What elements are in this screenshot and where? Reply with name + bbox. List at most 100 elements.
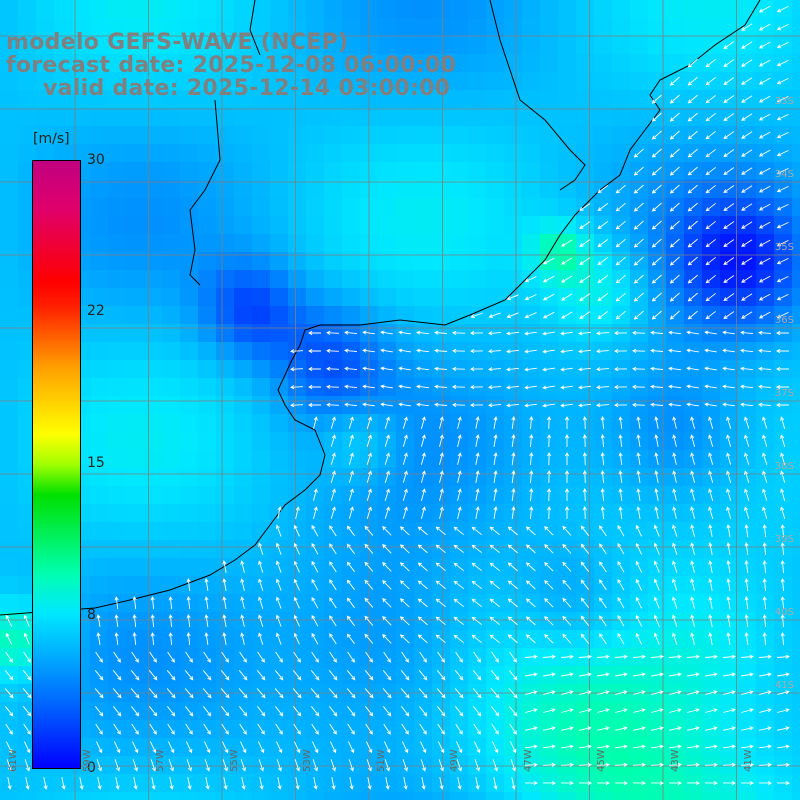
speed-cell (216, 306, 235, 325)
wind-arrow (651, 130, 662, 140)
wind-arrow (274, 706, 284, 717)
wind-arrow (690, 452, 696, 465)
speed-cell (486, 72, 505, 91)
speed-cell (216, 504, 235, 523)
wind-arrow (148, 688, 158, 699)
speed-cell (270, 360, 289, 379)
wind-arrow (452, 348, 466, 353)
speed-cell (180, 270, 199, 289)
speed-cell (684, 18, 703, 37)
speed-cell (792, 666, 800, 685)
wind-arrow (364, 561, 374, 572)
speed-cell (522, 234, 541, 253)
speed-cell (180, 540, 199, 559)
speed-cell (18, 540, 37, 559)
wind-arrow (204, 759, 210, 772)
speed-cell (144, 486, 163, 505)
wind-arrow (633, 202, 644, 212)
wind-arrow (708, 434, 714, 447)
speed-cell (630, 0, 649, 19)
speed-cell (36, 54, 55, 73)
wind-arrow (560, 367, 573, 372)
wind-arrow (133, 777, 138, 790)
wind-arrow (635, 578, 643, 591)
wind-arrow (366, 759, 372, 772)
wind-arrow (184, 670, 194, 681)
speed-cell (522, 126, 541, 145)
wind-arrow (184, 706, 194, 717)
speed-cell (306, 90, 325, 109)
wind-arrow (488, 312, 501, 319)
speed-cell (54, 36, 73, 55)
wind-arrow (635, 542, 643, 555)
wind-arrow (740, 348, 754, 353)
speed-cell (270, 486, 289, 505)
speed-cell (594, 36, 613, 55)
wind-arrow (650, 348, 664, 353)
speed-cell (792, 648, 800, 667)
lon-label: 41W (743, 749, 754, 772)
wind-arrow (564, 416, 570, 429)
speed-cell (0, 144, 19, 163)
wind-arrow (650, 402, 664, 407)
speed-cell (666, 18, 685, 37)
speed-cell (198, 18, 217, 37)
wind-arrow (705, 672, 718, 677)
wind-arrow (275, 741, 283, 754)
wind-arrow (690, 632, 695, 645)
wind-arrow (618, 488, 623, 501)
speed-cell (558, 18, 577, 37)
lat-label: 37S (774, 388, 794, 399)
speed-cell (252, 0, 271, 19)
wind-arrow (668, 402, 682, 407)
wind-arrow (402, 434, 408, 447)
speed-cell (594, 54, 613, 73)
speed-cell (162, 108, 181, 127)
speed-cell (216, 360, 235, 379)
speed-cell (504, 234, 523, 253)
wind-arrow (690, 416, 696, 429)
speed-cell (162, 486, 181, 505)
wind-arrow (580, 633, 590, 644)
wind-arrow (382, 562, 392, 572)
speed-cell (36, 18, 55, 37)
speed-cell (468, 270, 487, 289)
wind-arrow (690, 542, 695, 555)
speed-cell (180, 72, 199, 91)
speed-cell (162, 180, 181, 199)
wind-arrow (580, 615, 590, 626)
speed-cell (792, 360, 800, 379)
wind-arrow (654, 416, 659, 429)
speed-cell (198, 54, 217, 73)
wind-arrow (507, 634, 518, 644)
wind-arrow (346, 597, 355, 609)
speed-cell (414, 72, 433, 91)
wind-arrow (275, 651, 283, 663)
speed-cell (792, 468, 800, 487)
speed-cell (90, 792, 109, 800)
speed-cell (108, 36, 127, 55)
wind-arrow (617, 596, 625, 609)
wind-arrow (690, 524, 695, 537)
speed-cell (612, 108, 631, 127)
speed-cell (378, 54, 397, 73)
wind-arrow (223, 777, 228, 790)
speed-cell (72, 108, 91, 127)
speed-cell (180, 234, 199, 253)
speed-cell (108, 90, 127, 109)
speed-cell (414, 0, 433, 19)
speed-cell (792, 18, 800, 37)
speed-cell (234, 396, 253, 415)
wind-arrow (326, 384, 340, 389)
speed-cell (144, 324, 163, 343)
wind-arrow (651, 184, 662, 194)
wind-arrow (614, 331, 628, 336)
speed-cell (792, 126, 800, 145)
wind-arrow (326, 330, 340, 335)
wind-arrow (186, 759, 192, 772)
speed-cell (198, 162, 217, 181)
wind-arrow (547, 434, 552, 448)
speed-cell (198, 432, 217, 451)
speed-cell (792, 144, 800, 163)
speed-cell (450, 126, 469, 145)
